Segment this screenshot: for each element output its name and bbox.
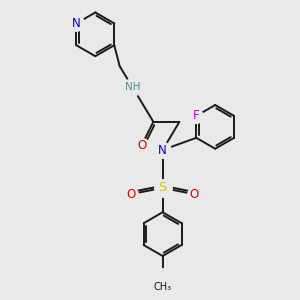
Text: N: N [158,143,167,157]
Text: O: O [126,188,136,201]
Text: S: S [158,182,167,194]
Text: NH: NH [124,82,140,92]
Text: N: N [72,17,81,30]
Text: CH₃: CH₃ [154,282,172,292]
Text: O: O [190,188,199,201]
Text: O: O [137,139,146,152]
Text: F: F [193,110,200,122]
